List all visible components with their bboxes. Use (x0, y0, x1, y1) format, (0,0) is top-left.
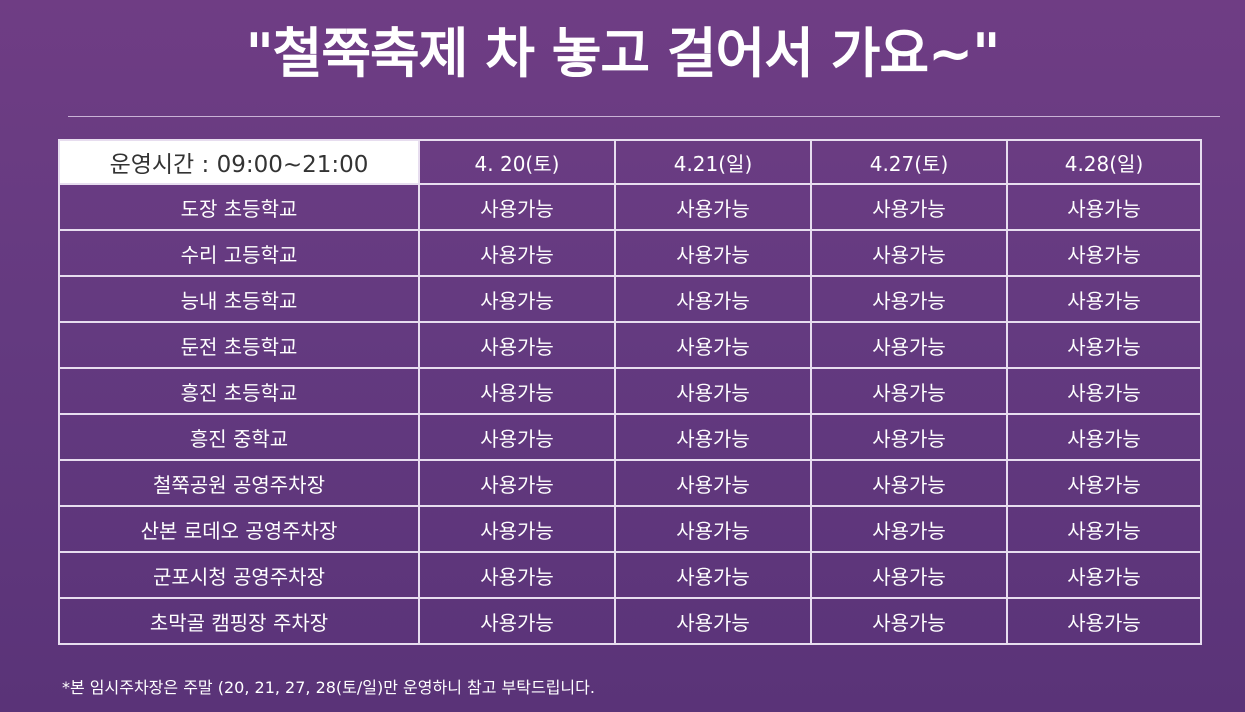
availability-status: 사용가능 (1006, 597, 1202, 645)
availability-status: 사용가능 (614, 413, 812, 461)
availability-status: 사용가능 (418, 551, 616, 599)
availability-status: 사용가능 (810, 459, 1008, 507)
table-row: 산본 로데오 공영주차장 사용가능 사용가능 사용가능 사용가능 (58, 505, 1202, 553)
availability-status: 사용가능 (810, 413, 1008, 461)
availability-status: 사용가능 (810, 505, 1008, 553)
availability-status: 사용가능 (1006, 367, 1202, 415)
date-header: 4. 20(토) (418, 139, 616, 185)
table-row: 도장 초등학교 사용가능 사용가능 사용가능 사용가능 (58, 183, 1202, 231)
parking-location: 흥진 초등학교 (58, 367, 420, 415)
operating-hours-label: 운영시간 : 09:00~21:00 (58, 139, 420, 185)
parking-location: 군포시청 공영주차장 (58, 551, 420, 599)
availability-status: 사용가능 (810, 367, 1008, 415)
availability-status: 사용가능 (614, 229, 812, 277)
date-header: 4.21(일) (614, 139, 812, 185)
title-divider (68, 116, 1220, 117)
availability-status: 사용가능 (614, 321, 812, 369)
availability-status: 사용가능 (1006, 229, 1202, 277)
table-header-row: 운영시간 : 09:00~21:00 4. 20(토) 4.21(일) 4.27… (58, 139, 1202, 185)
availability-status: 사용가능 (418, 183, 616, 231)
availability-status: 사용가능 (418, 321, 616, 369)
parking-location: 초막골 캠핑장 주차장 (58, 597, 420, 645)
parking-location: 흥진 중학교 (58, 413, 420, 461)
availability-status: 사용가능 (418, 229, 616, 277)
availability-status: 사용가능 (418, 459, 616, 507)
availability-status: 사용가능 (614, 505, 812, 553)
parking-location: 산본 로데오 공영주차장 (58, 505, 420, 553)
date-header: 4.28(일) (1006, 139, 1202, 185)
table-row: 둔전 초등학교 사용가능 사용가능 사용가능 사용가능 (58, 321, 1202, 369)
parking-location: 도장 초등학교 (58, 183, 420, 231)
availability-status: 사용가능 (810, 551, 1008, 599)
availability-status: 사용가능 (1006, 551, 1202, 599)
page-title: "철쭉축제 차 놓고 걸어서 가요~" (245, 22, 1001, 85)
availability-status: 사용가능 (810, 229, 1008, 277)
availability-status: 사용가능 (810, 597, 1008, 645)
table-row: 흥진 초등학교 사용가능 사용가능 사용가능 사용가능 (58, 367, 1202, 415)
footnote: *본 임시주차장은 주말 (20, 21, 27, 28(토/일)만 운영하니 … (62, 678, 595, 697)
availability-status: 사용가능 (810, 321, 1008, 369)
availability-status: 사용가능 (1006, 321, 1202, 369)
availability-status: 사용가능 (1006, 183, 1202, 231)
availability-status: 사용가능 (614, 367, 812, 415)
date-header: 4.27(토) (810, 139, 1008, 185)
availability-status: 사용가능 (614, 183, 812, 231)
availability-status: 사용가능 (810, 183, 1008, 231)
availability-status: 사용가능 (1006, 413, 1202, 461)
table-row: 철쭉공원 공영주차장 사용가능 사용가능 사용가능 사용가능 (58, 459, 1202, 507)
parking-location: 철쭉공원 공영주차장 (58, 459, 420, 507)
availability-status: 사용가능 (810, 275, 1008, 323)
availability-status: 사용가능 (1006, 275, 1202, 323)
parking-location: 수리 고등학교 (58, 229, 420, 277)
availability-status: 사용가능 (614, 597, 812, 645)
parking-schedule-table: 운영시간 : 09:00~21:00 4. 20(토) 4.21(일) 4.27… (58, 139, 1202, 645)
parking-location: 둔전 초등학교 (58, 321, 420, 369)
availability-status: 사용가능 (614, 459, 812, 507)
availability-status: 사용가능 (1006, 505, 1202, 553)
availability-status: 사용가능 (418, 367, 616, 415)
table-row: 군포시청 공영주차장 사용가능 사용가능 사용가능 사용가능 (58, 551, 1202, 599)
availability-status: 사용가능 (418, 275, 616, 323)
table-row: 능내 초등학교 사용가능 사용가능 사용가능 사용가능 (58, 275, 1202, 323)
table-row: 흥진 중학교 사용가능 사용가능 사용가능 사용가능 (58, 413, 1202, 461)
parking-location: 능내 초등학교 (58, 275, 420, 323)
table-row: 수리 고등학교 사용가능 사용가능 사용가능 사용가능 (58, 229, 1202, 277)
availability-status: 사용가능 (418, 413, 616, 461)
availability-status: 사용가능 (614, 275, 812, 323)
availability-status: 사용가능 (614, 551, 812, 599)
availability-status: 사용가능 (418, 597, 616, 645)
table-row: 초막골 캠핑장 주차장 사용가능 사용가능 사용가능 사용가능 (58, 597, 1202, 645)
availability-status: 사용가능 (1006, 459, 1202, 507)
availability-status: 사용가능 (418, 505, 616, 553)
